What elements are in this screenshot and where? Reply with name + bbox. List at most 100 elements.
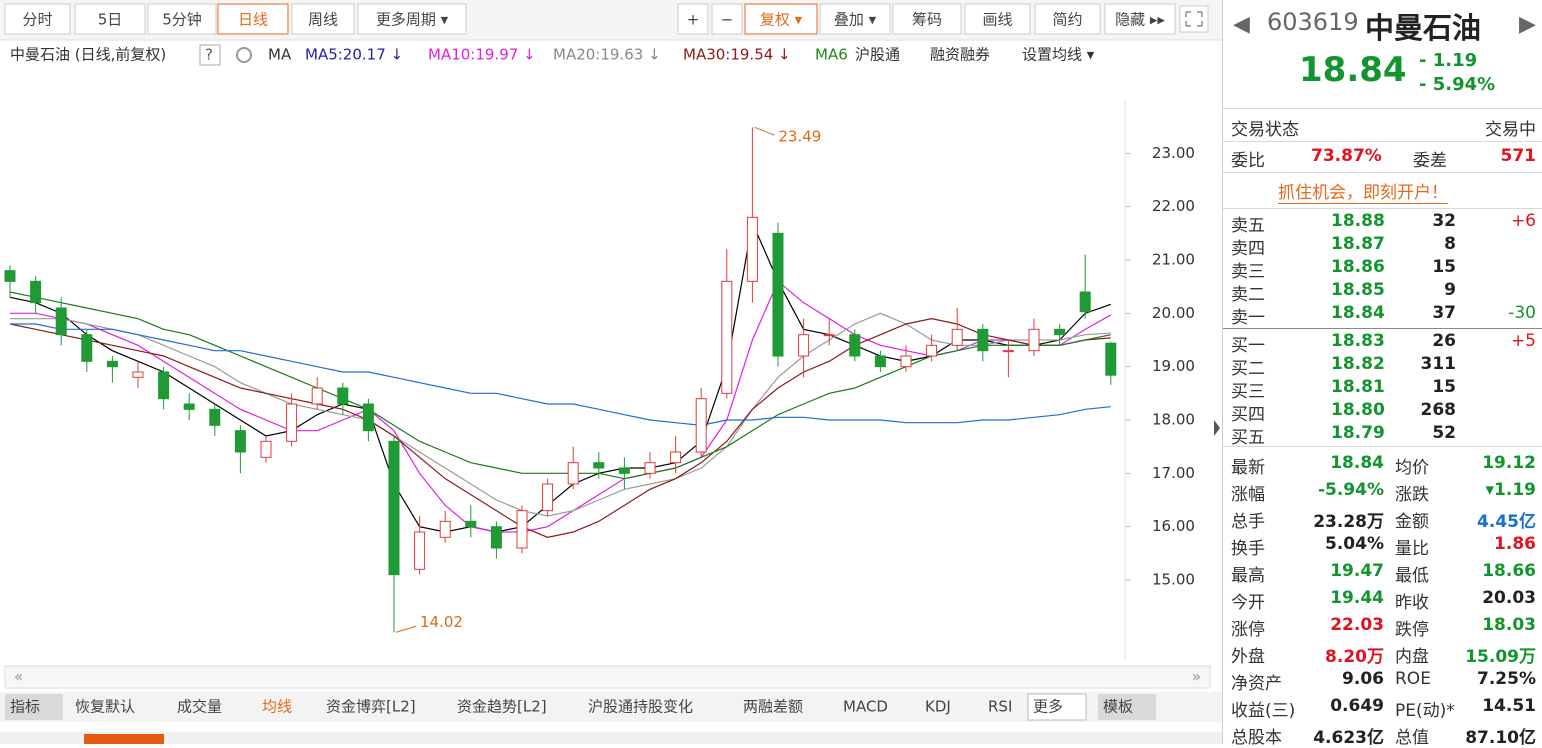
collapse-arrow[interactable] xyxy=(1214,420,1220,436)
tab-label: 5日 xyxy=(98,11,123,29)
level-label: 卖五 xyxy=(1231,216,1265,236)
y-tick-label: 19.00 xyxy=(1152,357,1195,375)
candle-body xyxy=(798,334,810,357)
stat-label: 总手 xyxy=(1231,512,1265,532)
stat-value: 4.45亿 xyxy=(1477,512,1536,532)
value: 571 xyxy=(1500,146,1537,166)
promo-link[interactable]: 抓住机会，即刻开户！ xyxy=(1278,178,1448,204)
y-tick-label: 23.00 xyxy=(1152,144,1195,162)
tool-button[interactable] xyxy=(1104,3,1176,35)
legend-item[interactable]: 沪股通 xyxy=(855,46,900,64)
legend-item: MA20:19.63 ↓ xyxy=(553,46,661,64)
bottom-tab[interactable]: 资金趋势[L2] xyxy=(457,698,547,716)
bottom-tab[interactable]: MACD xyxy=(843,698,888,716)
tab-label: 日线 xyxy=(238,11,268,29)
tab[interactable] xyxy=(147,3,217,35)
level-price: 18.84 xyxy=(1331,303,1385,323)
tool-button[interactable] xyxy=(819,3,891,35)
candle-body xyxy=(465,520,477,528)
tool-label: 画线 xyxy=(982,11,1012,29)
tool-button[interactable] xyxy=(892,3,962,35)
price: 18.84 xyxy=(1299,50,1407,90)
bottom-tab[interactable]: 恢复默认 xyxy=(75,698,135,716)
stat-label: 金额 xyxy=(1395,512,1429,532)
annotation: 14.02 xyxy=(420,613,463,631)
tool-button[interactable] xyxy=(1034,3,1101,35)
sub-bar xyxy=(0,732,1222,744)
bottom-tab[interactable]: 沪股通持股变化 xyxy=(588,698,693,716)
tool-label: − xyxy=(721,11,734,29)
level-price: 18.83 xyxy=(1331,331,1385,351)
tab[interactable] xyxy=(291,3,355,35)
candle-body xyxy=(183,403,195,410)
tool-button[interactable] xyxy=(677,3,709,35)
sep xyxy=(1223,108,1542,109)
nav-prev: ◀ xyxy=(1233,12,1250,37)
sep xyxy=(1223,328,1542,329)
settings-icon[interactable] xyxy=(236,47,252,63)
legend-item[interactable]: 设置均线 ▾ xyxy=(1022,46,1095,64)
legend-item: MA10:19.97 ↓ xyxy=(428,46,536,64)
sep xyxy=(1223,141,1542,142)
level-price: 18.87 xyxy=(1331,234,1385,254)
tab[interactable] xyxy=(217,3,289,35)
stat-value: 8.20万 xyxy=(1325,647,1384,667)
stat-value: 1.86 xyxy=(1494,534,1536,554)
candle-body xyxy=(746,216,758,282)
level-price: 18.82 xyxy=(1331,354,1385,374)
legend-item: ? xyxy=(205,46,213,64)
tool-button[interactable] xyxy=(711,3,743,35)
fullscreen-button[interactable] xyxy=(1179,5,1209,33)
level-vol: 311 xyxy=(1420,354,1457,374)
bottom-tab[interactable]: 模板 xyxy=(1103,698,1133,716)
candle-body xyxy=(1028,328,1040,352)
annotation-arrow xyxy=(754,126,775,136)
stat-label: 收益(三) xyxy=(1231,701,1296,721)
y-tick-label: 18.00 xyxy=(1152,411,1195,429)
candle-body xyxy=(516,510,528,549)
bottom-tab[interactable]: KDJ xyxy=(925,698,951,716)
tab[interactable] xyxy=(4,3,71,35)
stat-value: ▾1.19 xyxy=(1485,480,1536,500)
bottom-tab[interactable]: 更多 xyxy=(1033,698,1063,716)
tool-label: 简约 xyxy=(1052,11,1082,29)
level-label: 买四 xyxy=(1231,405,1265,425)
tool-button[interactable] xyxy=(744,3,818,35)
stat-value: 19.47 xyxy=(1330,561,1384,581)
bottom-tab[interactable]: 资金博弈[L2] xyxy=(326,698,416,716)
bottom-tab[interactable]: 均线 xyxy=(262,698,292,716)
stock-code: 603619 xyxy=(1267,8,1359,36)
bottom-tab[interactable]: 两融差额 xyxy=(743,698,803,716)
bottom-tab[interactable]: RSI xyxy=(988,698,1012,716)
candle-body xyxy=(567,462,579,485)
y-tick-label: 21.00 xyxy=(1152,251,1195,269)
tool-button[interactable] xyxy=(964,3,1031,35)
level-label: 买二 xyxy=(1231,359,1265,379)
tab[interactable] xyxy=(74,3,146,35)
legend-item[interactable]: 融资融券 xyxy=(930,46,990,64)
stat-label: 外盘 xyxy=(1231,647,1265,667)
stat-value: 19.12 xyxy=(1482,453,1536,473)
tab-label: 周线 xyxy=(308,11,338,29)
level-change: +6 xyxy=(1510,211,1536,231)
stat-value: 9.06 xyxy=(1342,669,1384,689)
level-vol: 32 xyxy=(1432,211,1456,231)
scroll-left[interactable]: « xyxy=(14,668,23,686)
bottom-tab[interactable]: 成交量 xyxy=(177,698,222,716)
level-vol: 9 xyxy=(1444,280,1456,300)
ma-line xyxy=(9,318,1111,538)
candle-body xyxy=(1054,328,1066,336)
scrollbar[interactable] xyxy=(4,665,1211,689)
tab-label: 分时 xyxy=(22,11,52,29)
tab[interactable] xyxy=(357,3,467,35)
stat-label: 内盘 xyxy=(1395,647,1429,667)
candle-body xyxy=(4,270,16,282)
candle-body xyxy=(209,408,221,426)
level-price: 18.80 xyxy=(1331,400,1385,420)
candle-body xyxy=(490,526,502,549)
level-vol: 268 xyxy=(1420,400,1457,420)
stat-label: 跌停 xyxy=(1395,620,1429,640)
bottom-tab[interactable]: 指标 xyxy=(10,698,40,716)
help-box[interactable] xyxy=(199,44,221,66)
scroll-right[interactable]: » xyxy=(1192,668,1201,686)
